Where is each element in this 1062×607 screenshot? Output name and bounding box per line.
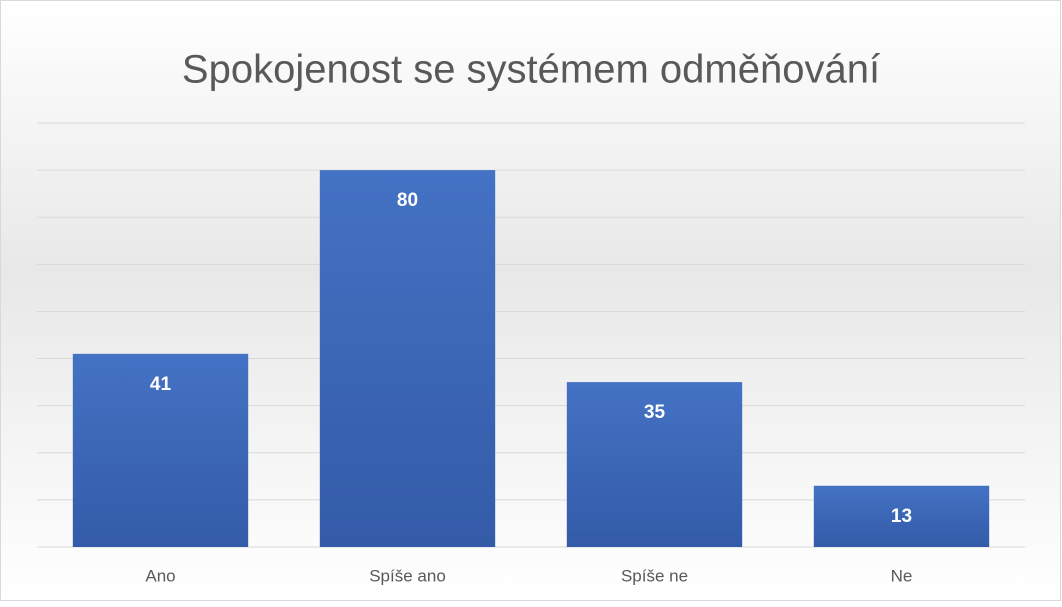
x-tick-label: Ne <box>891 566 913 585</box>
bar <box>813 485 990 547</box>
x-tick-label: Ano <box>145 566 175 585</box>
data-label: 41 <box>150 374 172 395</box>
x-tick-label: Spíše ne <box>621 566 688 585</box>
bar <box>72 353 249 547</box>
chart-title: Spokojenost se systémem odměňování <box>182 48 880 92</box>
x-tick-label: Spíše ano <box>369 566 446 585</box>
data-label: 80 <box>397 190 418 211</box>
data-label: 35 <box>644 402 666 423</box>
data-label: 13 <box>891 506 912 527</box>
bar <box>566 382 743 547</box>
bar <box>319 170 496 547</box>
